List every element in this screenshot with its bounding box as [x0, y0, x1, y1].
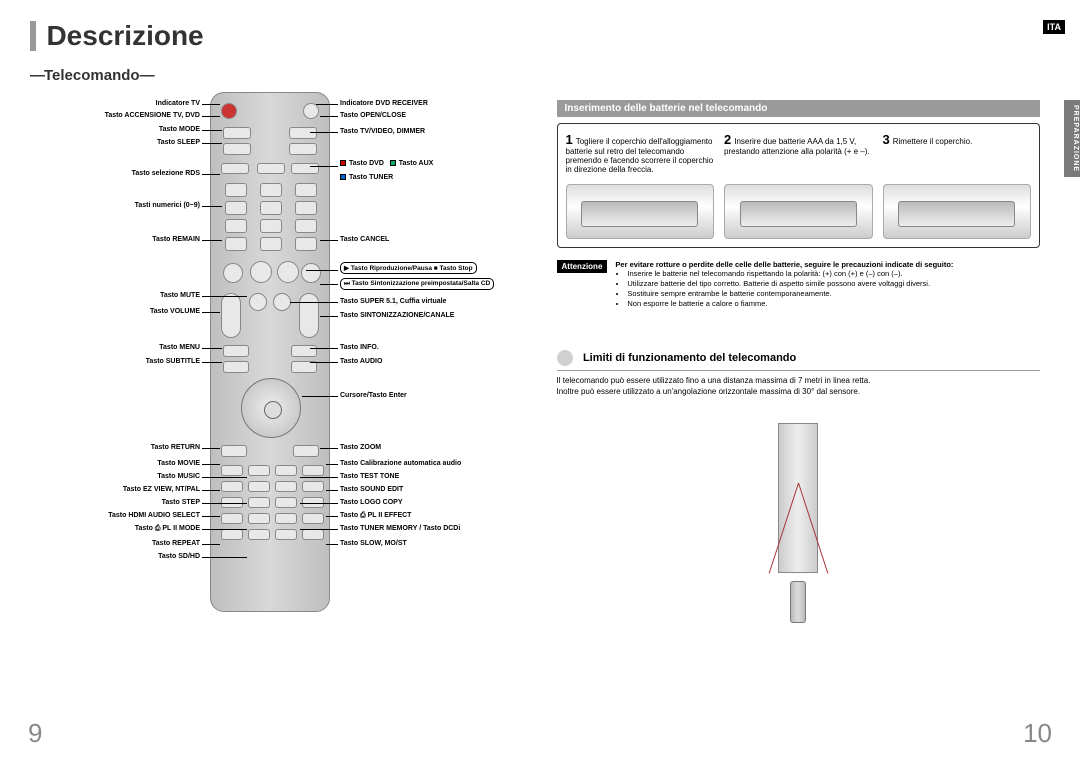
label-tunermem: Tasto TUNER MEMORY / Tasto DCDi — [340, 525, 460, 532]
label-info: Tasto INFO. — [340, 344, 379, 351]
label-mute: Tasto MUTE — [30, 292, 200, 299]
label-plii-effect: Tasto ⎙ PL II EFFECT — [340, 512, 411, 520]
label-music: Tasto MUSIC — [30, 473, 200, 480]
label-aux: Tasto AUX — [399, 160, 434, 167]
label-boxed-play: ▶ Tasto Riproduzione/Pausa ■ Tasto Stop — [340, 262, 477, 274]
side-tab: PREPARAZIONE — [1064, 100, 1080, 177]
battery-images — [566, 184, 1032, 239]
label-cursor: Cursore/Tasto Enter — [340, 392, 407, 399]
label-boxed-skip: ⏭ Tasto Sintonizzazione preimpostata/Sal… — [340, 278, 494, 290]
label-logocopy: Tasto LOGO COPY — [340, 499, 403, 506]
label-return: Tasto RETURN — [30, 444, 200, 451]
attention-badge: Attenzione — [557, 260, 608, 273]
label-slow: Tasto SLOW, MO/ST — [340, 540, 407, 547]
label-tvvideo: Tasto TV/VIDEO, DIMMER — [340, 128, 425, 135]
battery-box: 1Togliere il coperchio dell'alloggiament… — [557, 123, 1041, 248]
limits-title: Limiti di funzionamento del telecomando — [583, 352, 796, 364]
label-open-close: Tasto OPEN/CLOSE — [340, 112, 406, 119]
mini-remote-icon — [790, 581, 806, 623]
label-ind-dvd: Indicatore DVD RECEIVER — [340, 100, 428, 107]
label-repeat: Tasto REPEAT — [30, 540, 200, 547]
label-movie: Tasto MOVIE — [30, 460, 200, 467]
label-zoom: Tasto ZOOM — [340, 444, 381, 451]
label-cancel: Tasto CANCEL — [340, 236, 389, 243]
battery-img-3 — [883, 184, 1032, 239]
page-number-right: 10 — [1023, 718, 1052, 749]
battery-step-3: 3Rimettere il coperchio. — [883, 132, 1032, 174]
section-title: Descrizione — [46, 20, 203, 52]
left-page: Descrizione Telecomando — [0, 0, 539, 763]
right-page: ITA PREPARAZIONE Inserimento delle batte… — [539, 0, 1080, 763]
label-plii-mode: Tasto ⎙ PL II MODE — [30, 525, 200, 533]
label-hdmi: Tasto HDMI AUDIO SELECT — [30, 512, 200, 519]
limits-line2: Inoltre può essere utilizzato a un'angol… — [557, 387, 1041, 397]
label-calibr: Tasto Calibrazione automatica audio — [340, 460, 461, 467]
battery-step-2: 2Inserire due batterie AAA da 1,5 V, pre… — [724, 132, 873, 174]
label-tuner-row: Tasto TUNER — [340, 174, 393, 181]
attention-item: Utilizzare batterie del tipo corretto. B… — [627, 279, 953, 288]
label-sint-channel: Tasto SINTONIZZAZIONE/CANALE — [340, 312, 454, 319]
section-bar — [30, 21, 36, 51]
label-soundedit: Tasto SOUND EDIT — [340, 486, 403, 493]
limits-line1: Il telecomando può essere utilizzato fin… — [557, 376, 1041, 386]
attention-item: Inserire le batterie nel telecomando ris… — [627, 269, 953, 278]
attention-lead: Per evitare rotture o perdite delle cell… — [615, 260, 953, 269]
label-numerici: Tasti numerici (0~9) — [30, 202, 200, 209]
label-sdhd: Tasto SD/HD — [30, 553, 200, 560]
battery-step-1: 1Togliere il coperchio dell'alloggiament… — [566, 132, 715, 174]
attention-text: Per evitare rotture o perdite delle cell… — [615, 260, 953, 309]
label-testtone: Tasto TEST TONE — [340, 473, 399, 480]
battery-header: Inserimento delle batterie nel telecoman… — [557, 100, 1041, 117]
battery-img-1 — [566, 184, 715, 239]
label-menu: Tasto MENU — [30, 344, 200, 351]
label-ezview: Tasto EZ VIEW, NT/PAL — [30, 486, 200, 493]
battery-steps: 1Togliere il coperchio dell'alloggiament… — [566, 132, 1032, 174]
range-diagram — [738, 423, 858, 623]
subsection-title: Telecomando — [30, 67, 514, 84]
label-dvd: Tasto DVD — [349, 160, 384, 167]
page-number-left: 9 — [28, 718, 42, 749]
label-step: Tasto STEP — [30, 499, 200, 506]
limits-bullet-icon — [557, 350, 573, 366]
remote-diagram: Indicatore TV Tasto ACCENSIONE TV, DVD T… — [30, 92, 514, 622]
label-sleep: Tasto SLEEP — [30, 139, 200, 146]
label-indicatore-tv: Indicatore TV — [30, 100, 200, 107]
section-heading: Descrizione — [30, 20, 514, 52]
attention-block: Attenzione Per evitare rotture o perdite… — [557, 260, 1041, 309]
lang-badge: ITA — [1043, 20, 1065, 34]
label-audio: Tasto AUDIO — [340, 358, 382, 365]
label-rds: Tasto selezione RDS — [30, 170, 200, 177]
label-accensione: Tasto ACCENSIONE TV, DVD — [30, 112, 200, 119]
battery-img-2 — [724, 184, 873, 239]
label-tuner: Tasto TUNER — [349, 174, 393, 181]
label-mode: Tasto MODE — [30, 126, 200, 133]
label-subtitle: Tasto SUBTITLE — [30, 358, 200, 365]
label-super51: Tasto SUPER 5.1, Cuffia virtuale — [340, 298, 446, 305]
attention-item: Non esporre le batterie a calore o fiamm… — [627, 299, 953, 308]
label-source-row: Tasto DVD Tasto AUX — [340, 160, 433, 167]
remote-body — [210, 92, 330, 612]
attention-item: Sostituire sempre entrambe le batterie c… — [627, 289, 953, 298]
label-remain: Tasto REMAIN — [30, 236, 200, 243]
limits-block: Limiti di funzionamento del telecomando … — [557, 349, 1041, 623]
label-volume: Tasto VOLUME — [30, 308, 200, 315]
speaker-icon — [778, 423, 818, 573]
